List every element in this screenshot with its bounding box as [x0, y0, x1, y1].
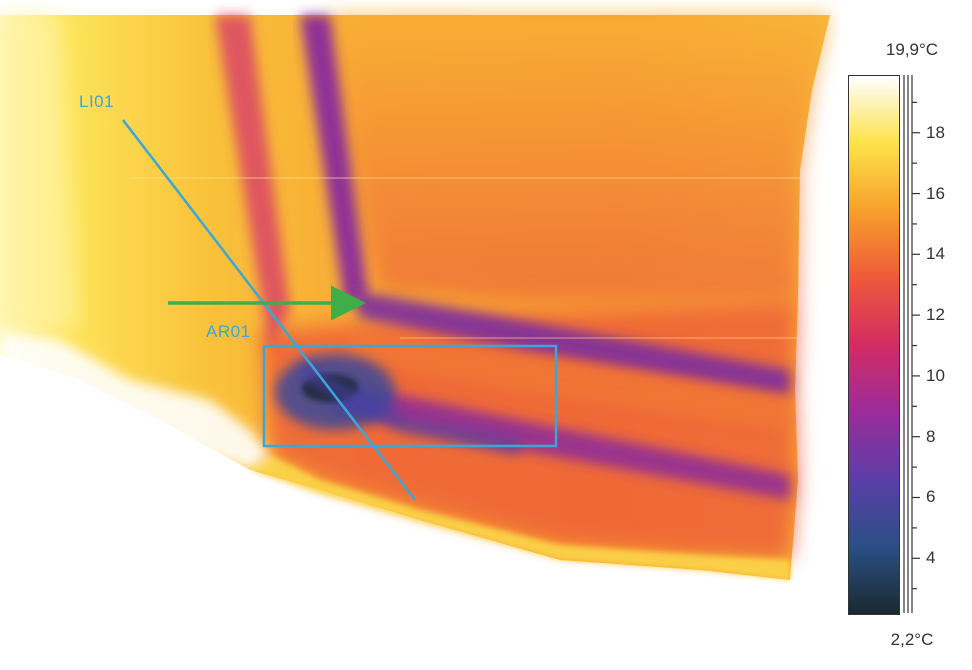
scale-tick-label: 4 [926, 548, 936, 568]
scale-tick-label: 12 [926, 305, 945, 325]
measurement-line-li01[interactable] [122, 119, 416, 501]
scale-tick-label: 16 [926, 183, 945, 203]
scale-tick-label: 8 [926, 426, 936, 446]
scale-min-label: 2,2°C [890, 630, 934, 649]
color-scale-bar [848, 75, 900, 615]
area-label-ar01: AR01 [206, 322, 251, 341]
measurement-area-ar01[interactable] [262, 344, 558, 448]
thermal-image-canvas [0, 15, 830, 580]
scale-tick-label: 18 [926, 122, 945, 142]
scale-tick-label: 6 [926, 487, 936, 507]
scale-tick-label: 10 [926, 365, 945, 385]
temperature-scale: 19,9°C 18 16 14 12 10 8 6 4 2,2°C [840, 0, 972, 665]
line-label-li01: LI01 [79, 92, 115, 111]
thermal-image: LI01 AR01 [0, 15, 830, 580]
scale-tick-marks [903, 75, 920, 613]
scale-max-label: 19,9°C [885, 40, 939, 59]
scale-tick-label: 14 [926, 244, 945, 264]
